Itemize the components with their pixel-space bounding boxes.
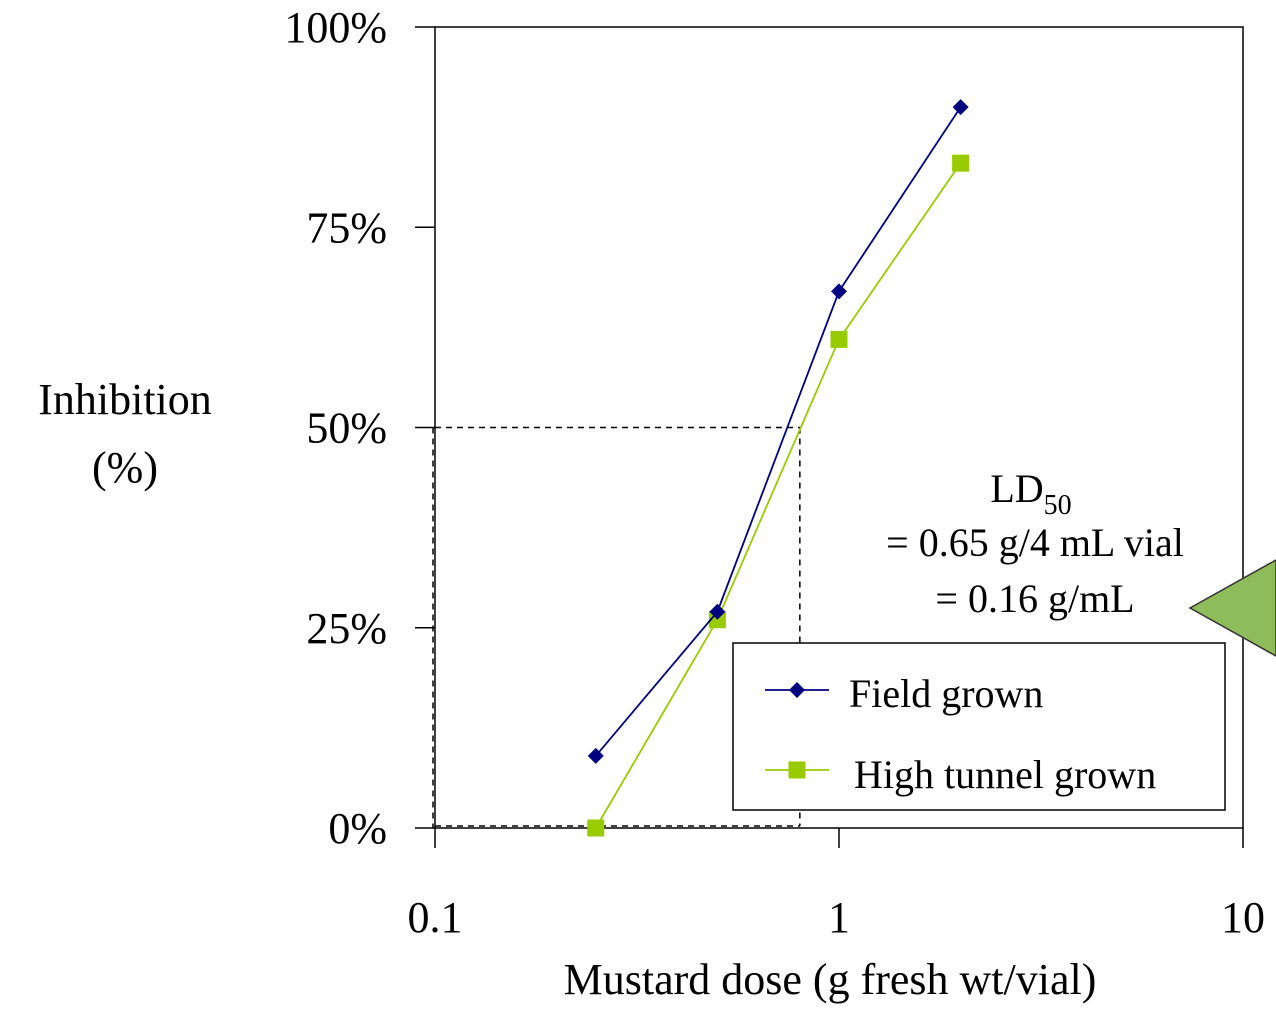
legend-marker [788, 761, 806, 779]
y-axis-title-line1: Inhibition [38, 375, 212, 424]
x-tick-label-0.1: 0.1 [408, 893, 463, 942]
data-point-0.5 [709, 603, 726, 620]
data-point-1 [830, 330, 848, 348]
y-axis-title-line2: (%) [92, 443, 158, 492]
y-tick-label-100: 100% [284, 3, 387, 52]
x-tick-label-10: 10 [1221, 893, 1265, 942]
y-tick-label-50: 50% [306, 404, 387, 453]
data-point-0.25 [587, 819, 605, 837]
ld50-value-vial: = 0.65 g/4 mL vial [886, 520, 1184, 565]
ld50-annotation: LD50 = 0.65 g/4 mL vial = 0.16 g/mL [886, 466, 1184, 621]
legend-item-high-tunnel-grown [765, 761, 829, 779]
x-axis-title: Mustard dose (g fresh wt/vial) [564, 955, 1097, 1004]
y-tick-label-75: 75% [306, 203, 387, 252]
y-tick-label-25: 25% [306, 604, 387, 653]
series-high-tunnel-grown [587, 154, 970, 837]
series-layer [587, 99, 970, 837]
data-point-2 [952, 99, 969, 116]
callout-arrow-shape [1188, 559, 1276, 657]
legend-item-field-grown [765, 682, 829, 698]
svg-text:LD50: LD50 [990, 466, 1071, 521]
data-point-2 [952, 154, 970, 172]
legend-label-field-grown: Field grown [849, 671, 1043, 716]
ld50-value-ml: = 0.16 g/mL [935, 576, 1134, 621]
legend-marker [789, 682, 805, 698]
legend-label-high-tunnel-grown: High tunnel grown [854, 752, 1156, 797]
series-line [595, 106, 962, 757]
x-axis: 0.1 1 10 [408, 828, 1265, 942]
ld50-label: LD [990, 466, 1043, 511]
legend-box [732, 642, 1226, 811]
y-axis: 0% 25% 50% 75% 100% [284, 3, 435, 853]
x-tick-label-1: 1 [828, 893, 850, 942]
series-line [594, 162, 962, 829]
series-field-grown [587, 99, 969, 764]
y-tick-label-0: 0% [328, 804, 387, 853]
data-point-1 [831, 283, 847, 300]
ld50-subscript: 50 [1044, 490, 1072, 521]
data-point-0.25 [587, 747, 604, 764]
legend: Field grown High tunnel grown [732, 642, 1226, 811]
